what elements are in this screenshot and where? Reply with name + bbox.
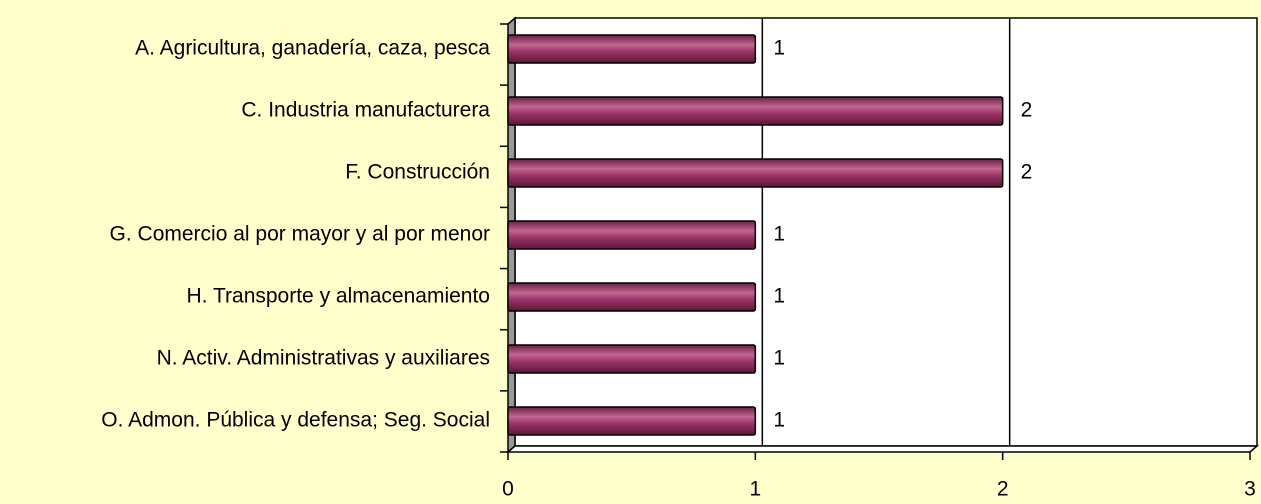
y-tick-label: F. Construcción (345, 161, 490, 184)
y-tick-label: O. Admon. Pública y defensa; Seg. Social (101, 409, 490, 432)
x-tick-label: 3 (1244, 478, 1256, 501)
y-tick-label: G. Comercio al por mayor y al por menor (110, 223, 490, 246)
bar (507, 282, 757, 312)
data-label: 1 (773, 285, 785, 308)
x-tick-label: 2 (997, 478, 1009, 501)
y-tick-label: A. Agricultura, ganadería, caza, pesca (135, 37, 490, 60)
bar (507, 34, 757, 64)
data-label: 1 (773, 347, 785, 370)
y-tick-label: N. Activ. Administrativas y auxiliares (157, 347, 490, 370)
data-label: 2 (1021, 99, 1033, 122)
bar (507, 96, 1004, 126)
bar (507, 344, 757, 374)
data-label: 1 (773, 37, 785, 60)
data-label: 2 (1021, 161, 1033, 184)
bar (507, 220, 757, 250)
floor (505, 445, 1260, 453)
data-label: 1 (773, 223, 785, 246)
x-tick-label: 1 (749, 478, 761, 501)
bar (507, 158, 1004, 188)
y-tick-label: C. Industria manufacturera (241, 99, 490, 122)
y-tick-label: H. Transporte y almacenamiento (187, 285, 490, 308)
data-label: 1 (773, 409, 785, 432)
bar (507, 406, 757, 436)
x-tick-label: 0 (502, 478, 514, 501)
